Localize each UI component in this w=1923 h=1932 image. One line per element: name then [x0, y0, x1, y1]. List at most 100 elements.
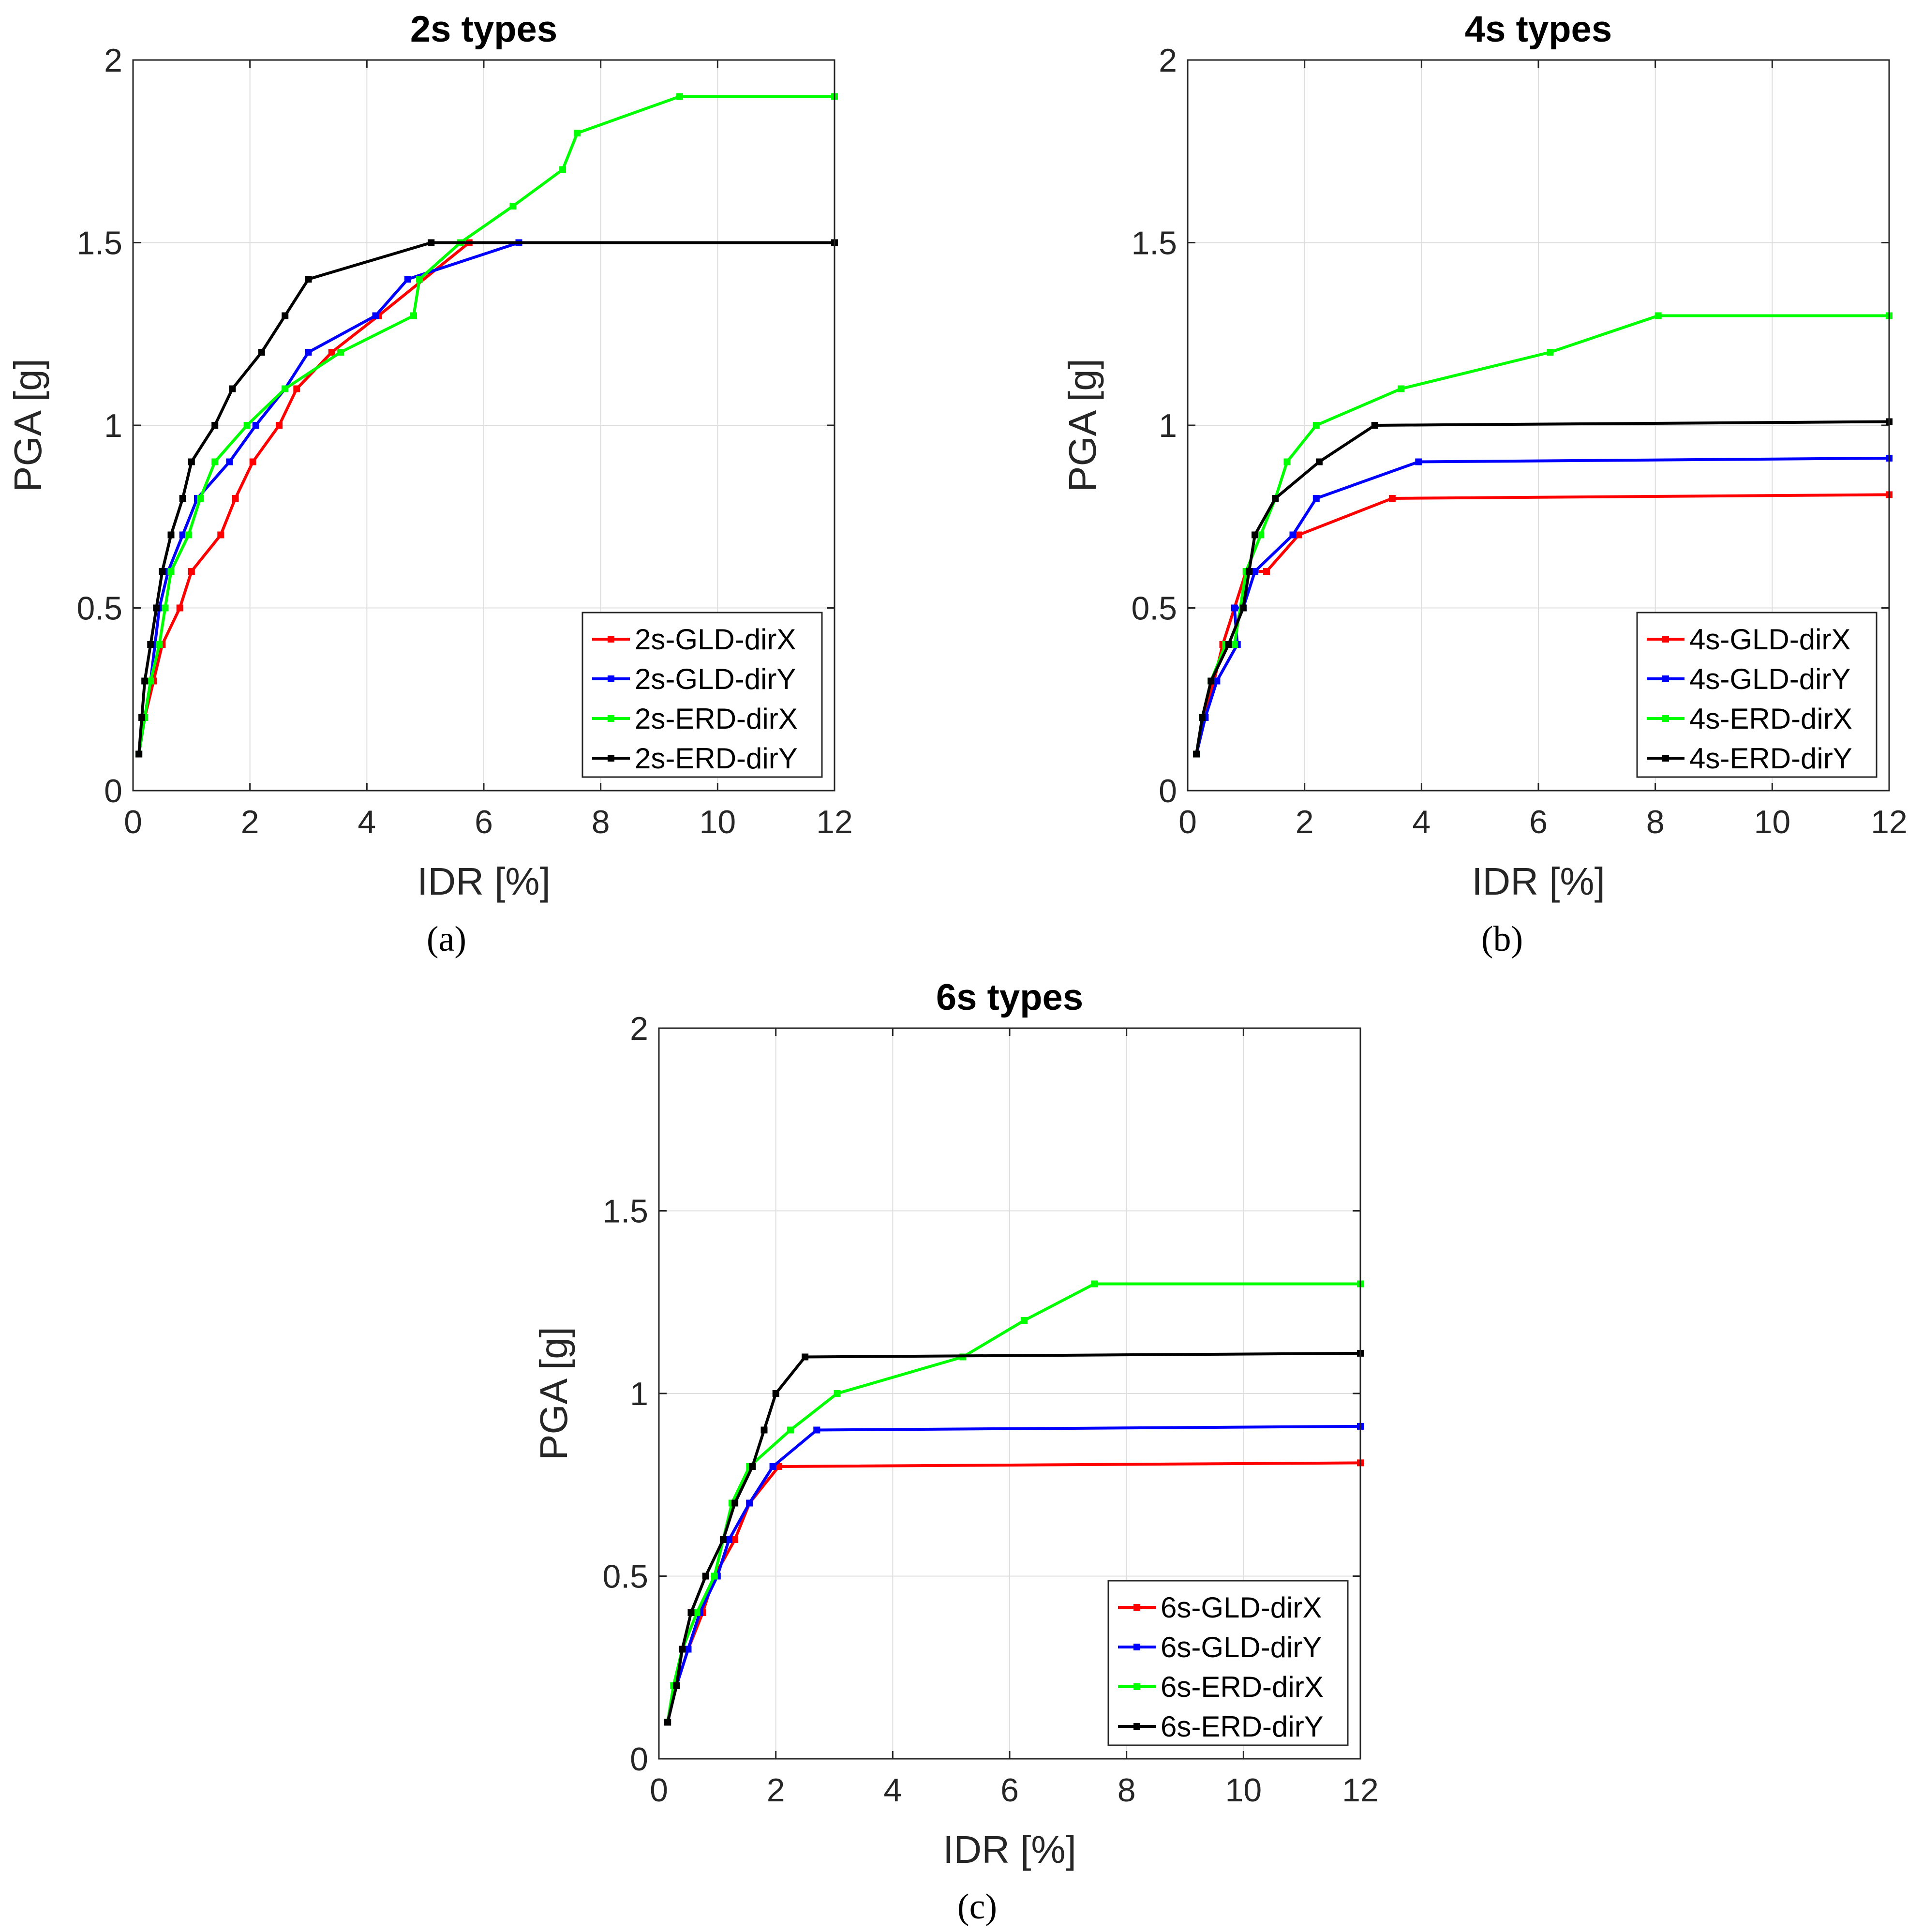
data-point-2s-GLD-dirX: [328, 349, 335, 356]
x-tick-label: 8: [1118, 1772, 1136, 1809]
y-tick-label: 0.5: [602, 1558, 648, 1595]
y-tick-label: 1: [1159, 407, 1177, 444]
x-tick-label: 8: [592, 804, 610, 840]
data-point-6s-GLD-dirX: [731, 1536, 739, 1543]
data-point-2s-GLD-dirX: [188, 568, 195, 575]
axes-frame: [132, 59, 835, 792]
data-point-4s-GLD-dirY: [1415, 458, 1422, 465]
data-point-4s-GLD-dirY: [1312, 495, 1320, 502]
x-tick-label: 4: [358, 804, 376, 840]
legend-swatch-marker: [1662, 755, 1669, 762]
data-point-6s-ERD-dirY: [760, 1426, 768, 1434]
data-point-2s-GLD-dirX: [176, 604, 183, 612]
data-point-6s-GLD-dirY: [685, 1646, 692, 1653]
data-point-6s-GLD-dirY: [813, 1426, 820, 1434]
data-point-6s-GLD-dirY: [769, 1463, 776, 1470]
data-point-4s-ERD-dirY: [1252, 531, 1258, 539]
data-point-4s-ERD-dirX: [1547, 349, 1554, 356]
legend-swatch-marker: [1662, 636, 1669, 643]
x-tick-label: 12: [1871, 804, 1908, 840]
x-tick-label: 4: [1412, 804, 1431, 840]
legend-swatch-marker: [608, 755, 614, 762]
data-point-4s-ERD-dirY: [1193, 750, 1200, 758]
y-tick-label: 0: [104, 773, 122, 809]
legend-entry: 4s-GLD-dirY: [1689, 663, 1850, 695]
data-point-2s-GLD-dirX: [249, 458, 256, 465]
data-point-4s-GLD-dirY: [1252, 568, 1258, 575]
data-point-2s-ERD-dirY: [305, 276, 312, 283]
data-point-6s-GLD-dirY: [746, 1499, 753, 1507]
legend-swatch-marker: [1133, 1644, 1140, 1650]
y-tick-label: 1.5: [76, 225, 122, 262]
x-axis-label: IDR [%]: [1472, 860, 1605, 903]
y-tick-label: 1.5: [602, 1193, 648, 1230]
x-tick-label: 6: [1000, 1772, 1019, 1809]
x-tick-label: 10: [1754, 804, 1791, 840]
data-point-2s-ERD-dirY: [211, 422, 219, 429]
data-point-4s-GLD-dirY: [1213, 677, 1221, 685]
x-tick-label: 10: [1225, 1772, 1262, 1809]
legend: 6s-GLD-dirX 6s-GLD-dirY 6s-ERD-dirX 6s-ERD-…: [1107, 1580, 1349, 1746]
data-point-2s-GLD-dirY: [226, 458, 233, 465]
y-axis-label: PGA [g]: [532, 1327, 575, 1460]
data-point-2s-ERD-dirY: [138, 714, 146, 721]
legend: 4s-GLD-dirX 4s-GLD-dirY 4s-ERD-dirX 4s-ERD-…: [1636, 612, 1878, 778]
axes-frame: [1187, 59, 1890, 792]
data-point-2s-ERD-dirX: [337, 349, 344, 356]
x-tick-label: 2: [1296, 804, 1314, 840]
data-point-6s-ERD-dirY: [687, 1609, 695, 1616]
data-point-2s-GLD-dirY: [305, 349, 312, 356]
data-point-6s-ERD-dirY: [679, 1646, 686, 1653]
data-point-2s-ERD-dirX: [167, 568, 175, 575]
data-point-2s-ERD-dirX: [574, 130, 581, 136]
y-tick-label: 0.5: [76, 590, 122, 627]
data-point-2s-GLD-dirY: [404, 276, 411, 283]
data-point-6s-ERD-dirY: [673, 1682, 680, 1689]
y-tick-label: 0.5: [1131, 590, 1177, 627]
data-point-2s-GLD-dirX: [293, 385, 300, 392]
panel-caption: (a): [427, 919, 466, 959]
data-point-2s-ERD-dirY: [141, 677, 149, 685]
data-point-2s-ERD-dirX: [410, 312, 417, 319]
x-tick-label: 6: [475, 804, 493, 840]
chart-title: 2s types: [410, 9, 557, 50]
data-point-2s-ERD-dirY: [159, 568, 166, 575]
legend-entry: 2s-GLD-dirY: [635, 663, 796, 695]
y-tick-label: 0: [630, 1741, 648, 1778]
data-point-2s-ERD-dirX: [559, 166, 566, 173]
data-point-2s-GLD-dirX: [232, 495, 239, 502]
x-tick-label: 10: [700, 804, 736, 840]
y-axis-label: PGA [g]: [6, 359, 49, 492]
data-point-4s-ERD-dirX: [1231, 641, 1238, 648]
data-point-6s-GLD-dirY: [726, 1536, 732, 1543]
x-tick-label: 6: [1529, 804, 1548, 840]
data-point-6s-ERD-dirX: [1021, 1317, 1028, 1324]
x-axis-label: IDR [%]: [943, 1828, 1076, 1871]
data-point-2s-ERD-dirY: [282, 312, 289, 319]
legend-entry: 6s-GLD-dirX: [1161, 1591, 1322, 1624]
y-tick-label: 0: [1159, 773, 1177, 809]
legend-entry: 2s-ERD-dirY: [635, 742, 798, 775]
series-line-2s-ERD-dirX: [137, 95, 835, 754]
panel-caption: (b): [1481, 919, 1523, 959]
data-point-6s-ERD-dirX: [693, 1609, 701, 1616]
y-tick-label: 2: [1159, 42, 1177, 79]
data-point-4s-ERD-dirY: [1239, 604, 1247, 612]
legend-swatch-marker: [1662, 715, 1669, 722]
data-point-6s-ERD-dirX: [787, 1426, 794, 1434]
x-tick-label: 0: [1178, 804, 1197, 840]
data-point-2s-ERD-dirY: [428, 239, 435, 246]
data-point-2s-ERD-dirX: [243, 422, 251, 429]
legend-entry: 4s-ERD-dirY: [1689, 742, 1852, 775]
data-point-4s-ERD-dirX: [1257, 531, 1264, 539]
legend-entry: 6s-ERD-dirX: [1161, 1671, 1324, 1703]
data-point-2s-ERD-dirY: [135, 750, 143, 758]
legend-swatch-marker: [1133, 1604, 1140, 1611]
data-point-2s-ERD-dirX: [156, 641, 163, 648]
data-point-2s-GLD-dirY: [372, 312, 379, 319]
chart-panel-2: 0 2 4 6 8 10 12 0 0.5 1 1.5 2 6s types IDR [%] PGA [g]…: [532, 977, 1379, 1927]
legend-entry: 4s-ERD-dirX: [1689, 703, 1852, 735]
data-point-4s-ERD-dirX: [1398, 385, 1404, 392]
panel-caption: (c): [957, 1887, 997, 1927]
